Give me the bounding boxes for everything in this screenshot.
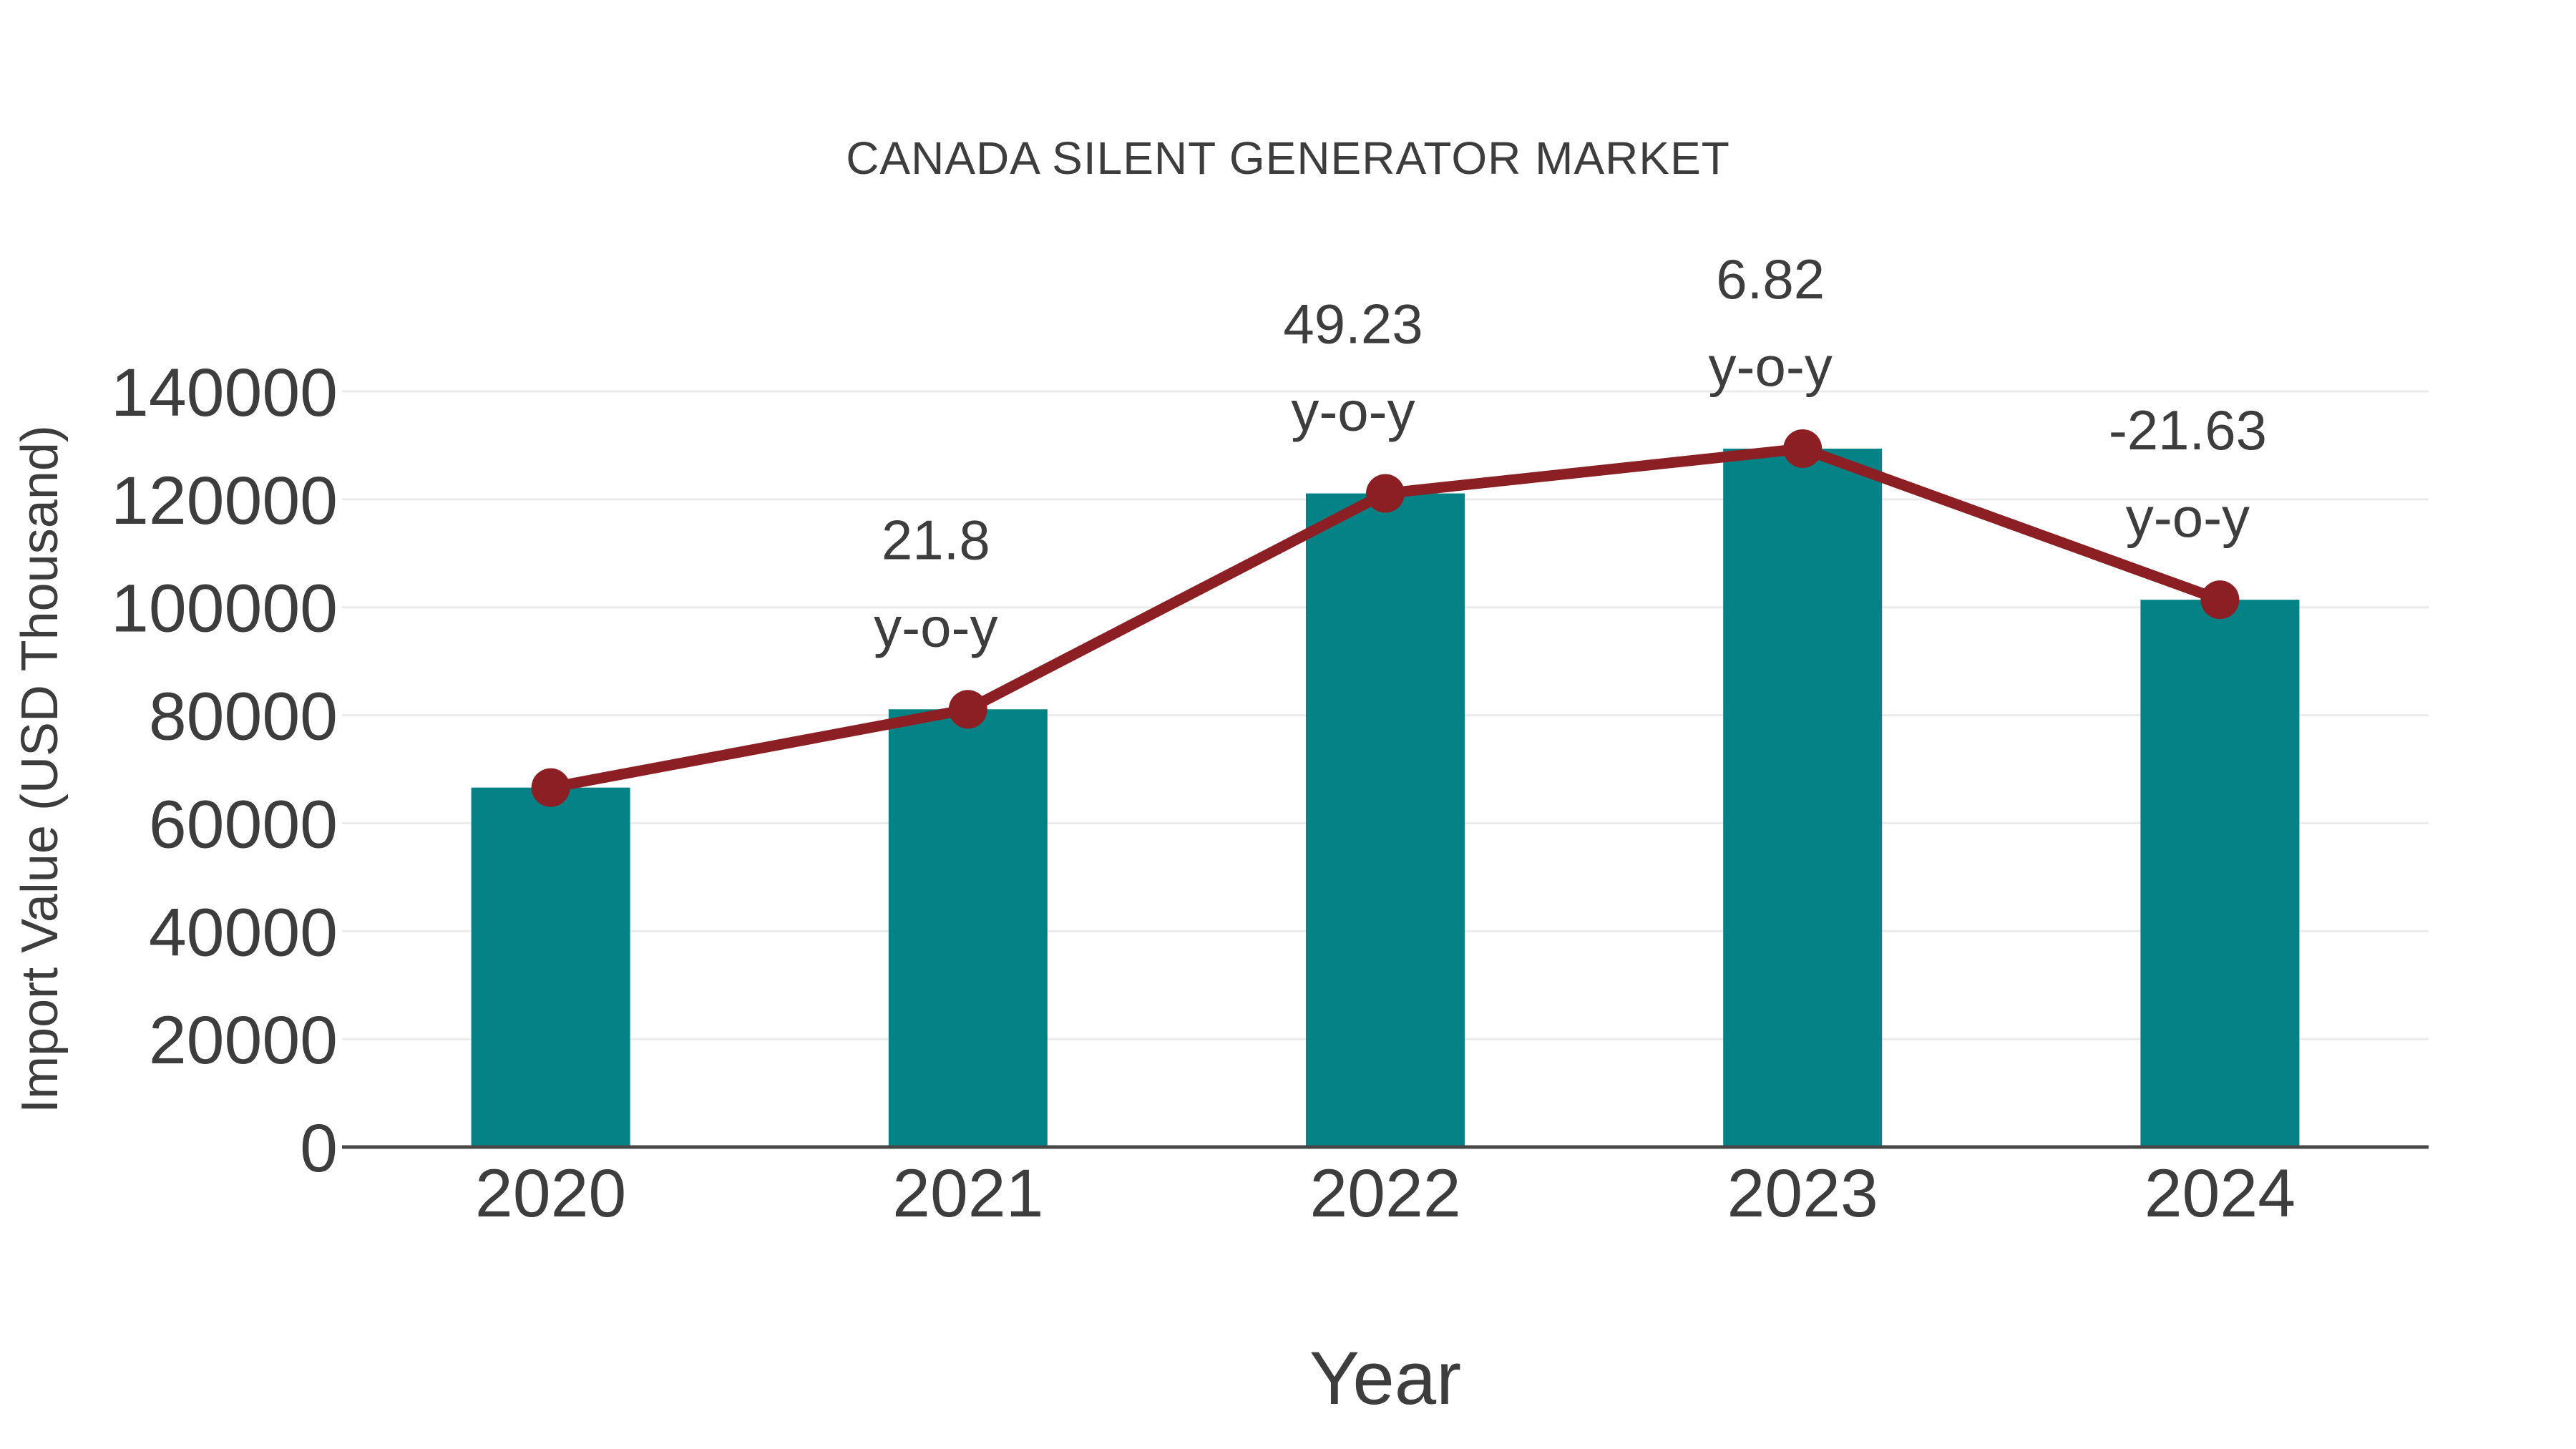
data-point-marker-2023 — [1783, 429, 1823, 468]
annotation-2024-suffix: y-o-y — [2126, 486, 2250, 549]
data-point-marker-2022 — [1366, 474, 1405, 513]
annotation-2021-value: 21.8 — [882, 508, 990, 571]
y-tick-label-120000: 120000 — [111, 463, 338, 539]
x-tick-label-2023: 2023 — [1727, 1156, 1878, 1231]
chart-title: CANADA SILENT GENERATOR MARKET — [846, 132, 1730, 184]
y-axis-title: Import Value (USD Thousand) — [11, 425, 69, 1113]
x-tick-label-2021: 2021 — [892, 1156, 1043, 1231]
x-axis-title: Year — [1309, 1337, 1461, 1420]
bars-group — [471, 448, 2300, 1147]
x-tick-label-2020: 2020 — [475, 1156, 626, 1231]
bar-2022 — [1306, 493, 1465, 1147]
y-tick-label-100000: 100000 — [111, 571, 338, 647]
annotation-2022-value: 49.23 — [1283, 293, 1423, 356]
y-tick-label-60000: 60000 — [149, 786, 338, 862]
data-point-marker-2020 — [531, 768, 570, 807]
y-tick-label-80000: 80000 — [149, 679, 338, 755]
y-tick-label-140000: 140000 — [111, 355, 338, 431]
y-tick-label-20000: 20000 — [149, 1002, 338, 1078]
x-tick-label-2024: 2024 — [2145, 1156, 2296, 1231]
annotation-2023-value: 6.82 — [1716, 248, 1825, 311]
data-point-marker-2021 — [948, 690, 987, 729]
annotation-2022-suffix: y-o-y — [1291, 380, 1415, 443]
annotations-group: 21.8 y-o-y 49.23 y-o-y 6.82 y-o-y -21.63 y-o-y — [874, 248, 2267, 658]
x-tick-label-2022: 2022 — [1309, 1156, 1460, 1231]
bar-2024 — [2140, 600, 2300, 1147]
data-point-marker-2024 — [2200, 580, 2240, 620]
annotation-2024-value: -21.63 — [2109, 399, 2267, 462]
bar-2021 — [888, 709, 1048, 1147]
annotation-2023-suffix: y-o-y — [1709, 335, 1833, 398]
markers-group — [531, 429, 2240, 807]
y-tick-labels-group: 0 20000 40000 60000 80000 100000 120000 140000 — [111, 355, 338, 1186]
x-tick-labels-group: 2020 2021 2022 2023 2024 — [475, 1156, 2296, 1231]
bar-2023 — [1723, 448, 1883, 1147]
bar-2020 — [471, 787, 630, 1147]
y-tick-label-40000: 40000 — [149, 894, 338, 970]
y-tick-label-0: 0 — [300, 1111, 338, 1186]
annotation-2021-suffix: y-o-y — [874, 595, 997, 658]
